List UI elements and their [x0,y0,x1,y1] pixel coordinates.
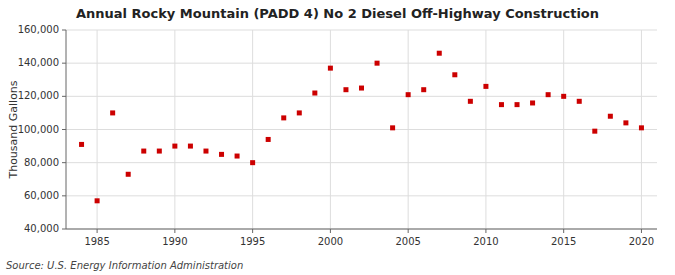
point [375,61,380,66]
y-tick [62,96,66,97]
x-tick-label: 1990 [162,236,187,247]
point [328,66,333,71]
y-tick-label: 120,000 [18,90,59,101]
x-tick-label: 2000 [318,236,343,247]
point [421,87,426,92]
grid-line-x [563,30,564,229]
points [79,51,644,204]
y-tick [62,229,66,230]
point [577,99,582,104]
y-tick-label: 40,000 [24,223,59,234]
point [406,92,411,97]
point [639,125,644,130]
y-tick-label: 160,000 [18,24,59,35]
point [203,149,208,154]
point [623,120,628,125]
x-tick-label: 2010 [473,236,498,247]
point [530,100,535,105]
y-tick [62,63,66,64]
point [188,144,193,149]
x-tick [408,229,409,233]
point [546,92,551,97]
point [452,72,457,77]
grid-line-y [66,63,657,64]
y-axis-label: Thousand Gallons [7,80,20,179]
point [592,129,597,134]
axes: 40,000 60,000 80,000 100,000 120,000 140,000 1… [18,24,657,247]
x-tick-label: 2015 [551,236,576,247]
y-tick-label: 100,000 [18,124,59,135]
point [281,115,286,120]
grid-line-y [66,195,657,196]
grid-line-x [485,30,486,229]
x-axis-line [66,229,657,230]
x-tick [252,229,253,233]
x-tick-label: 1985 [84,236,109,247]
x-tick-label: 2005 [395,236,420,247]
grid [66,30,657,229]
x-tick-label: 2020 [629,236,654,247]
grid-line-x [174,30,175,229]
point [608,114,613,119]
x-tick [485,229,486,233]
x-tick [641,229,642,233]
grid-line-y [66,162,657,163]
x-tick [330,229,331,233]
grid-line-y [66,229,657,230]
y-tick [62,195,66,196]
source: Source: U.S. Energy Information Administ… [6,260,243,271]
grid-line-y [66,129,657,130]
grid-line-y [66,30,657,31]
point [95,198,100,203]
point [79,142,84,147]
point [499,102,504,107]
y-tick-label: 60,000 [24,190,59,201]
grid-line-x [408,30,409,229]
point [266,137,271,142]
point [157,149,162,154]
x-tick [97,229,98,233]
background [0,0,675,275]
title: Annual Rocky Mountain (PADD 4) No 2 Dies… [76,6,599,21]
x-tick [174,229,175,233]
point [250,160,255,165]
y-tick-label: 80,000 [24,157,59,168]
point [359,86,364,91]
y-tick [62,129,66,130]
point [126,172,131,177]
grid-line-y [66,96,657,97]
point [312,91,317,96]
point [483,84,488,89]
x-tick [563,229,564,233]
point [141,149,146,154]
point [390,125,395,130]
grid-line-x [252,30,253,229]
point [219,152,224,157]
point [437,51,442,56]
point [561,94,566,99]
chart: 40,000 60,000 80,000 100,000 120,000 140,000 1… [0,0,675,275]
point [343,87,348,92]
grid-line-x [330,30,331,229]
point [468,99,473,104]
point [297,110,302,115]
y-tick [62,30,66,31]
point [110,110,115,115]
y-tick [62,162,66,163]
y-tick-label: 140,000 [18,57,59,68]
point [172,144,177,149]
point [515,102,520,107]
point [235,154,240,159]
x-tick-label: 1995 [240,236,265,247]
